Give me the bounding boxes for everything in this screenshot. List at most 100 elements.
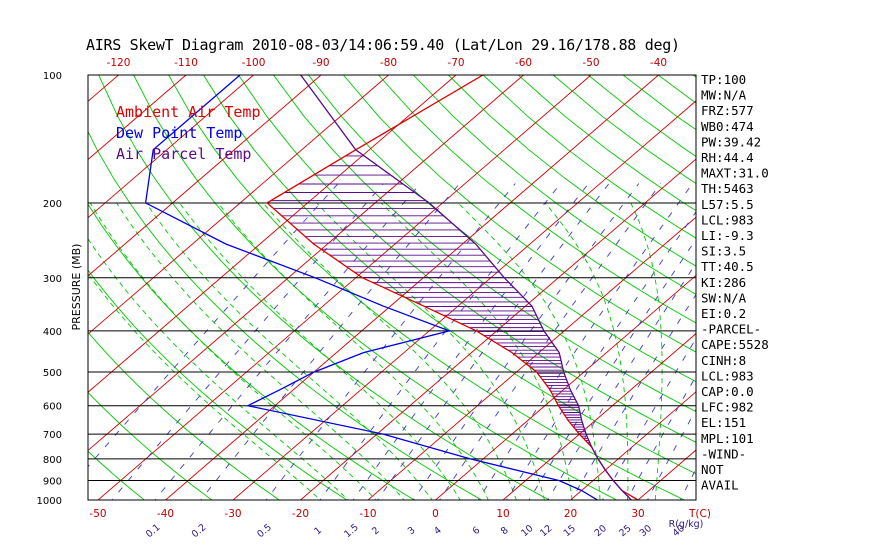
top-temp-tick-label: -90: [312, 57, 329, 69]
mixing-ratio-line: [319, 183, 561, 500]
mixing-ratio-tick-label: 0.1: [144, 522, 163, 540]
index-label: CAPE:5528: [701, 337, 769, 352]
moist-adiabat: [217, 202, 489, 500]
mixing-ratio-tick-label: 3: [406, 525, 418, 537]
dry-adiabat: [88, 391, 213, 500]
index-label: CAP:0.0: [701, 384, 754, 399]
index-label: PW:39.42: [701, 134, 761, 149]
mixing-ratio-line: [646, 408, 696, 500]
isotherm: [88, 75, 389, 335]
isotherm: [88, 75, 254, 219]
moist-adiabat: [457, 202, 601, 500]
pressure-tick-label: 400: [43, 327, 62, 338]
mixing-ratio-line: [679, 467, 696, 500]
mixing-ratio-line: [154, 183, 421, 500]
chart-title: AIRS SkewT Diagram 2010-08-03/14:06:59.4…: [86, 36, 680, 54]
temp-unit-label: T(C): [688, 508, 711, 520]
dry-adiabat: [798, 75, 870, 509]
isotherm: [0, 75, 51, 509]
dry-adiabat: [88, 331, 280, 500]
index-label: LI:-9.3: [701, 228, 754, 243]
mixing-ratio-tick-label: 12: [538, 523, 554, 539]
pressure-tick-label: 100: [43, 71, 62, 82]
isotherm: [502, 333, 696, 500]
mixing-ratio-line: [505, 211, 696, 500]
moist-adiabat: [380, 202, 573, 500]
isotherm: [97, 75, 592, 500]
stability-indices: TP:100MW:N/AFRZ:577WB0:474PW:39.42RH:44.…: [701, 72, 769, 493]
index-label: LFC:982: [701, 400, 754, 415]
mixing-ratio-line: [626, 375, 696, 500]
plot-frame: [87, 74, 697, 501]
index-label: KI:286: [701, 275, 746, 290]
series-line-1: [144, 75, 598, 500]
moist-adiabat: [316, 202, 545, 500]
mixing-ratio-tick-label: 30: [638, 523, 654, 539]
mixing-ratio-unit-label: R(g/kg): [669, 519, 704, 530]
pressure-tick-label: 500: [43, 368, 62, 379]
plot-border: [87, 74, 697, 501]
dry-adiabat: [98, 75, 551, 500]
bottom-temp-tick-label: 0: [432, 508, 439, 520]
mixing-ratio-line: [601, 337, 696, 500]
isotherm: [367, 216, 696, 500]
isotherm: [88, 75, 119, 102]
legend: Ambient Air Temp Dew Point Temp Air Parcel…: [116, 103, 261, 163]
index-label: AVAIL: [701, 478, 739, 493]
moist-adiabat: [179, 202, 461, 500]
isotherm: [830, 75, 870, 509]
dry-adiabat: [88, 130, 483, 500]
mixing-ratio-tick-label: 20: [593, 523, 609, 539]
index-label: FRZ:577: [701, 103, 754, 118]
mixing-ratio-tick-label: 1: [312, 525, 324, 537]
moist-adiabat: [89, 202, 377, 500]
top-temp-tick-label: -50: [582, 57, 599, 69]
isotherm: [232, 100, 696, 500]
moist-adiabat: [630, 202, 663, 500]
pressure-tick-label: 300: [43, 274, 62, 285]
mixing-ratio-tick-label: 25: [617, 523, 633, 539]
dry-adiabat: [763, 75, 870, 509]
index-label: SW:N/A: [701, 290, 747, 305]
isotherm: [88, 75, 187, 161]
isotherm: [299, 158, 696, 500]
bottom-temp-tick-label: -20: [292, 508, 309, 520]
top-temp-tick-label: -70: [447, 57, 464, 69]
top-temp-tick-label: -110: [174, 57, 198, 69]
index-label: WB0:474: [701, 119, 754, 134]
moist-adiabat: [145, 202, 433, 500]
index-label: RH:44.4: [701, 150, 754, 165]
mixing-ratio-line: [547, 262, 696, 500]
index-label: CINH:8: [701, 353, 746, 368]
bottom-temp-tick-label: -40: [157, 508, 174, 520]
dry-adiabat: [88, 269, 348, 500]
mixing-ratio-tick-label: 15: [562, 523, 578, 539]
index-label: MAXT:31.0: [701, 166, 769, 181]
pressure-tick-label: 1000: [37, 496, 62, 507]
bottom-temp-tick-label: -50: [89, 508, 106, 520]
mixing-ratio-line: [377, 183, 610, 500]
legend-entry: Air Parcel Temp: [116, 145, 251, 163]
index-label: TP:100: [701, 72, 746, 87]
pressure-tick-label: 700: [43, 430, 62, 441]
dry-adiabat: [203, 75, 696, 475]
mixing-ratio-tick-label: 0.5: [255, 522, 274, 540]
index-label: SI:3.5: [701, 244, 746, 259]
index-label: EL:151: [701, 415, 746, 430]
isotherm: [164, 75, 659, 500]
dry-adiabat: [168, 75, 686, 500]
mixing-ratio-tick-label: 4: [432, 525, 444, 537]
mixing-ratio-line: [412, 183, 640, 500]
index-label: LCL:983: [701, 368, 754, 383]
mixing-ratio-tick-label: 6: [471, 525, 483, 537]
cape-hatching: [270, 155, 591, 446]
pressure-tick-label: 200: [43, 199, 62, 210]
pressure-tick-label: 900: [43, 477, 62, 488]
top-temp-tick-label: -40: [650, 57, 667, 69]
dry-adiabat: [88, 450, 145, 500]
mixing-ratio-line: [439, 183, 662, 500]
isotherm: [434, 274, 696, 500]
isotherm: [569, 391, 696, 500]
